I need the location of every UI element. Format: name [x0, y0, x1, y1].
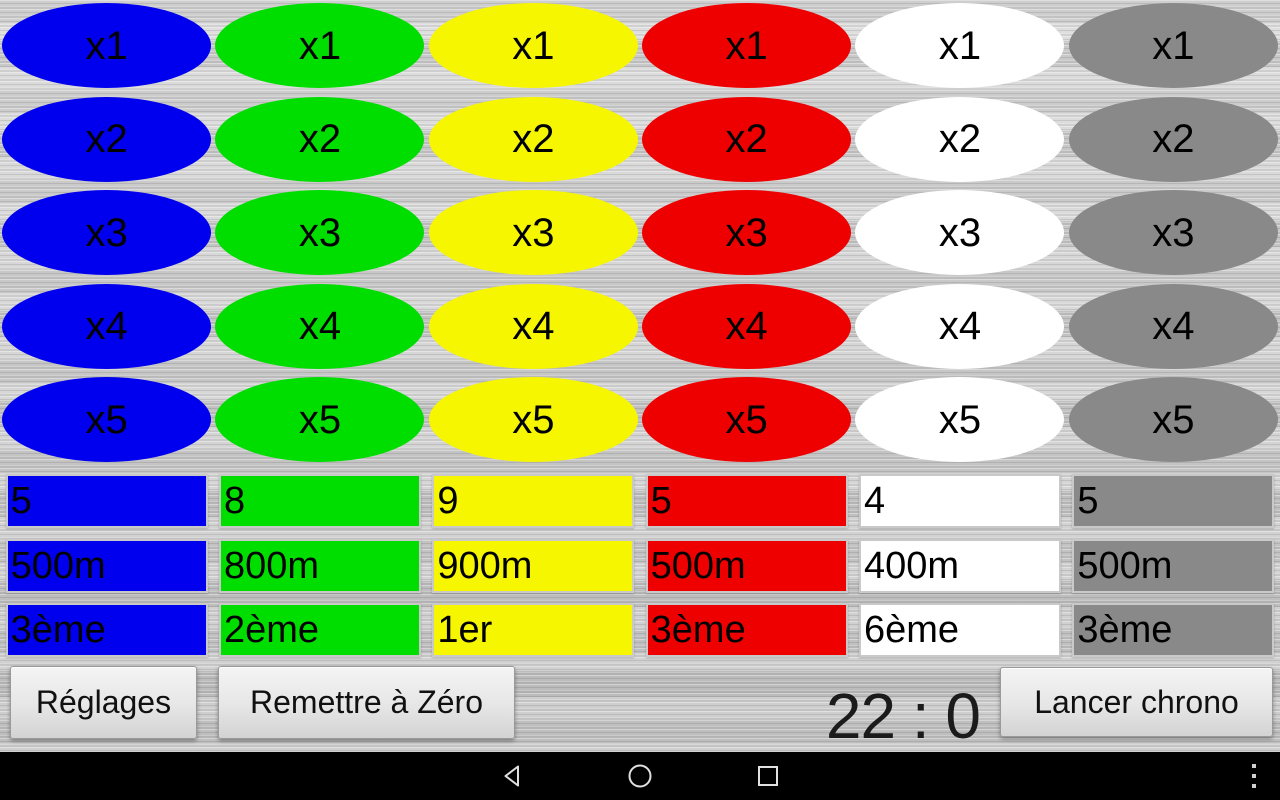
white-distance-field: 400m	[858, 538, 1061, 593]
column-yellow: x1 x2 x3 x4 x5 9 900m 1er	[427, 0, 640, 660]
blue-rank-field: 3ème	[5, 603, 208, 657]
blue-x5-button[interactable]: x5	[2, 377, 212, 462]
white-x3-button[interactable]: x3	[855, 190, 1065, 275]
column-white: x1 x2 x3 x4 x5 4 400m 6ème	[853, 0, 1066, 660]
gray-x5-button[interactable]: x5	[1068, 377, 1278, 462]
chrono-timer: 22 : 0	[825, 680, 981, 752]
column-red: x1 x2 x3 x4 x5 5 500m 3ème	[640, 0, 853, 660]
gray-x4-button[interactable]: x4	[1068, 283, 1278, 369]
green-distance-field: 800m	[218, 538, 421, 593]
blue-x4-button[interactable]: x4	[2, 283, 212, 369]
white-x1-button[interactable]: x1	[855, 3, 1065, 88]
scoreboard: x1 x2 x3 x4 x5 5 500m 3ème x1 x2 x3 x4 x…	[0, 0, 1280, 660]
green-x5-button[interactable]: x5	[215, 377, 425, 462]
green-x4-button[interactable]: x4	[215, 283, 425, 369]
yellow-distance-field: 900m	[432, 538, 635, 593]
blue-count-field: 5	[5, 474, 208, 528]
gray-rank-field: 3ème	[1072, 603, 1275, 657]
blue-distance-field: 500m	[5, 538, 208, 593]
reset-button[interactable]: Remettre à Zéro	[218, 666, 515, 739]
white-x2-button[interactable]: x2	[855, 96, 1065, 182]
red-x2-button[interactable]: x2	[642, 96, 852, 182]
yellow-x1-button[interactable]: x1	[428, 3, 638, 88]
android-navigation-bar	[0, 752, 1280, 800]
green-x3-button[interactable]: x3	[215, 190, 425, 275]
column-blue: x1 x2 x3 x4 x5 5 500m 3ème	[0, 0, 213, 660]
overflow-menu-icon[interactable]	[1242, 760, 1266, 792]
red-count-field: 5	[645, 474, 848, 528]
white-count-field: 4	[858, 474, 1061, 528]
yellow-count-field: 9	[432, 474, 635, 528]
home-icon[interactable]	[626, 762, 654, 790]
start-chrono-button[interactable]: Lancer chrono	[1000, 667, 1273, 737]
white-rank-field: 6ème	[858, 603, 1061, 657]
white-x5-button[interactable]: x5	[855, 377, 1065, 462]
white-x4-button[interactable]: x4	[855, 283, 1065, 369]
yellow-x4-button[interactable]: x4	[428, 283, 638, 369]
yellow-x2-button[interactable]: x2	[428, 96, 638, 182]
yellow-rank-field: 1er	[432, 603, 635, 657]
red-x5-button[interactable]: x5	[642, 377, 852, 462]
settings-button[interactable]: Réglages	[10, 666, 197, 739]
red-x4-button[interactable]: x4	[642, 283, 852, 369]
blue-x3-button[interactable]: x3	[2, 190, 212, 275]
column-green: x1 x2 x3 x4 x5 8 800m 2ème	[213, 0, 426, 660]
yellow-x5-button[interactable]: x5	[428, 377, 638, 462]
green-count-field: 8	[218, 474, 421, 528]
blue-x2-button[interactable]: x2	[2, 96, 212, 182]
red-x3-button[interactable]: x3	[642, 190, 852, 275]
yellow-x3-button[interactable]: x3	[428, 190, 638, 275]
gray-count-field: 5	[1072, 474, 1275, 528]
green-rank-field: 2ème	[218, 603, 421, 657]
column-gray: x1 x2 x3 x4 x5 5 500m 3ème	[1067, 0, 1280, 660]
red-rank-field: 3ème	[645, 603, 848, 657]
recents-icon[interactable]	[754, 762, 782, 790]
red-distance-field: 500m	[645, 538, 848, 593]
green-x2-button[interactable]: x2	[215, 96, 425, 182]
blue-x1-button[interactable]: x1	[2, 3, 212, 88]
gray-x3-button[interactable]: x3	[1068, 190, 1278, 275]
gray-x2-button[interactable]: x2	[1068, 96, 1278, 182]
green-x1-button[interactable]: x1	[215, 3, 425, 88]
gray-distance-field: 500m	[1072, 538, 1275, 593]
back-icon[interactable]	[498, 762, 526, 790]
red-x1-button[interactable]: x1	[642, 3, 852, 88]
gray-x1-button[interactable]: x1	[1068, 3, 1278, 88]
